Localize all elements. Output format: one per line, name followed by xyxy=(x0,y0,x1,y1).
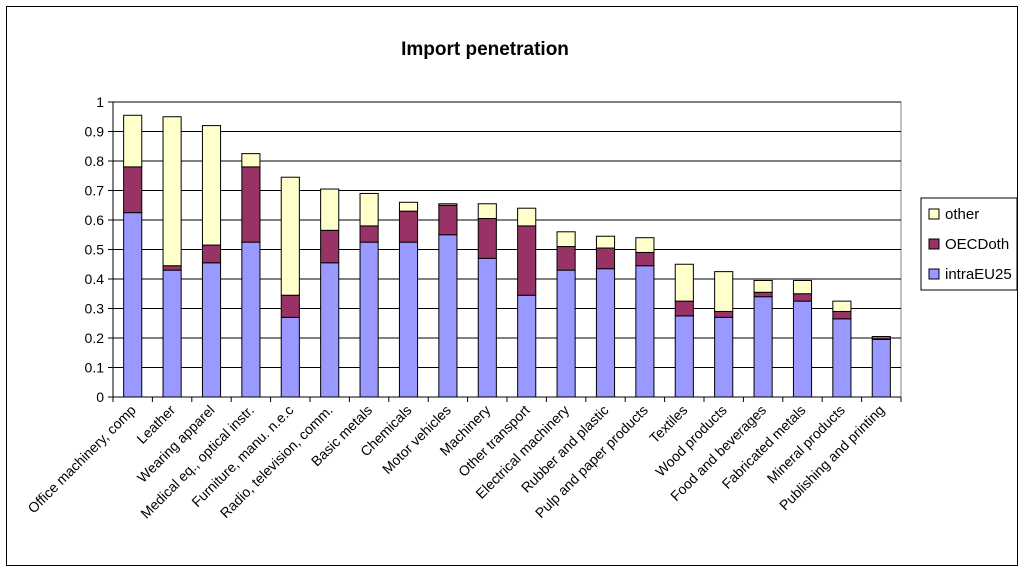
x-tick-label: Motor vehicles xyxy=(379,402,454,477)
y-tick-label: 0.2 xyxy=(85,330,105,346)
y-tick-label: 0.1 xyxy=(85,360,105,376)
bar-other xyxy=(674,263,694,302)
bar-other xyxy=(832,300,852,312)
bar-intraEU25 xyxy=(871,338,891,398)
bar-OECDoth xyxy=(123,166,143,214)
bar-intraEU25 xyxy=(556,269,576,398)
bar-intraEU25 xyxy=(438,234,458,398)
bar-other xyxy=(792,279,813,295)
x-tick-label: Office machinery, comp xyxy=(24,402,139,517)
legend-swatch-other xyxy=(928,208,940,220)
bar-OECDoth xyxy=(595,247,616,270)
bar-other xyxy=(871,336,891,339)
bar-intraEU25 xyxy=(595,268,616,398)
legend-swatch-intraEU25 xyxy=(928,268,940,280)
bar-intraEU25 xyxy=(753,296,773,398)
bar-other xyxy=(201,125,222,246)
bar-other xyxy=(517,207,537,227)
y-tick-label: 0.9 xyxy=(85,124,105,140)
bar-intraEU25 xyxy=(714,316,734,398)
bar-other xyxy=(398,201,419,212)
legend-label-other: other xyxy=(945,206,979,223)
bar-intraEU25 xyxy=(477,257,497,398)
bar-intraEU25 xyxy=(320,262,340,398)
bar-other xyxy=(595,235,616,249)
gridlines xyxy=(113,101,901,368)
bar-intraEU25 xyxy=(517,294,537,398)
bar-OECDoth xyxy=(241,166,261,243)
bar-other xyxy=(359,192,379,227)
bar-OECDoth xyxy=(556,246,576,271)
bar-OECDoth xyxy=(674,300,694,317)
y-tick-label: 0.7 xyxy=(85,183,105,199)
bar-OECDoth xyxy=(320,229,340,264)
legend-label-OECDoth: OECDoth xyxy=(945,236,1009,253)
bar-OECDoth xyxy=(359,225,379,243)
bar-OECDoth xyxy=(714,310,734,318)
bar-other xyxy=(280,176,300,296)
bar-intraEU25 xyxy=(201,262,222,398)
bar-intraEU25 xyxy=(123,212,143,398)
bar-OECDoth xyxy=(753,291,773,298)
legend-swatch-OECDoth xyxy=(928,238,940,250)
bar-other xyxy=(320,188,340,231)
bar-OECDoth xyxy=(201,244,222,264)
bar-intraEU25 xyxy=(398,241,419,398)
bar-other xyxy=(556,231,576,248)
bar-intraEU25 xyxy=(241,241,261,398)
bar-OECDoth xyxy=(438,204,458,236)
y-tick-label: 0.4 xyxy=(85,271,105,287)
bar-OECDoth xyxy=(280,294,300,318)
y-tick-label: 0.8 xyxy=(85,153,105,169)
y-tick-label: 0 xyxy=(96,389,104,405)
chart-frame: Import penetration 0 0.1 0.2 0.3 0.4 0.5 0.6 0.… xyxy=(6,6,1018,566)
bar-OECDoth xyxy=(832,310,852,320)
chart-svg: Import penetration 0 0.1 0.2 0.3 0.4 0.5 0.6 0.… xyxy=(24,39,1017,522)
bar-OECDoth xyxy=(792,293,813,302)
bar-other xyxy=(123,114,143,168)
bar-intraEU25 xyxy=(359,241,379,398)
bar-intraEU25 xyxy=(280,316,300,398)
bar-other xyxy=(714,271,734,312)
y-tick-label: 1 xyxy=(96,94,104,110)
y-tick-label: 0.5 xyxy=(85,242,105,258)
legend: other OECDoth intraEU25 xyxy=(920,197,1017,291)
bar-intraEU25 xyxy=(674,315,694,398)
bar-OECDoth xyxy=(635,251,655,267)
y-axis-ticks: 0 0.1 0.2 0.3 0.4 0.5 0.6 0.7 0.8 0.9 1 xyxy=(85,94,105,405)
y-tick-label: 0.6 xyxy=(85,212,105,228)
bar-other xyxy=(635,237,655,253)
bar-OECDoth xyxy=(398,210,419,243)
bar-other xyxy=(241,153,261,168)
y-tick-label: 0.3 xyxy=(85,301,105,317)
bar-other xyxy=(477,203,497,220)
bar-OECDoth xyxy=(162,265,182,271)
bar-OECDoth xyxy=(517,225,537,296)
bar-intraEU25 xyxy=(832,318,852,398)
bar-other xyxy=(162,116,182,267)
legend-label-intraEU25: intraEU25 xyxy=(945,266,1012,283)
bar-intraEU25 xyxy=(635,265,655,398)
bar-intraEU25 xyxy=(792,300,813,398)
bar-other xyxy=(438,203,458,206)
bar-other xyxy=(753,279,773,293)
bars xyxy=(123,114,891,398)
bar-OECDoth xyxy=(477,218,497,259)
axes xyxy=(108,101,902,402)
bar-intraEU25 xyxy=(162,269,182,398)
chart-title: Import penetration xyxy=(401,39,569,60)
